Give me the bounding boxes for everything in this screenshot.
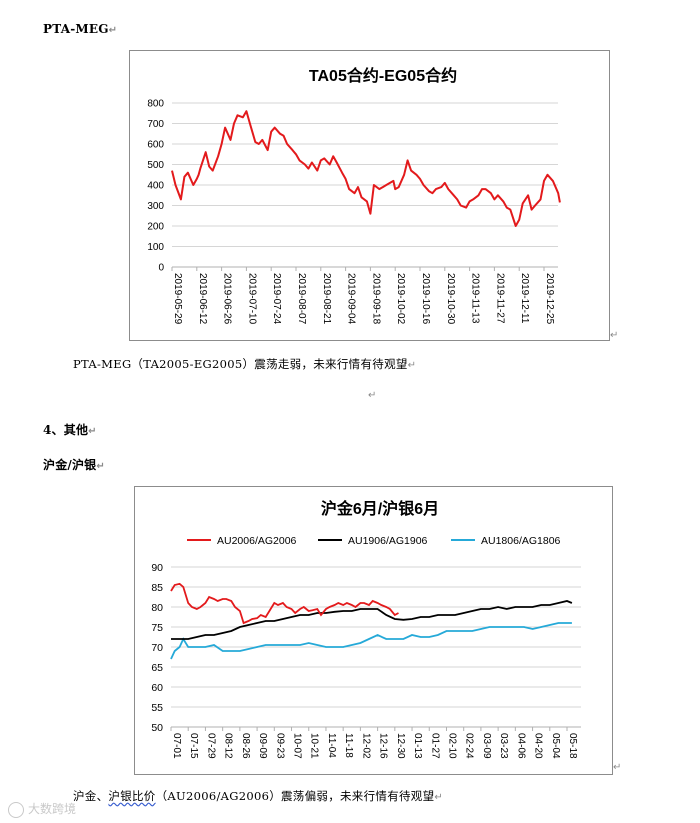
x-tick-label: 2019-10-02 bbox=[395, 273, 406, 325]
return-mark: ↵ bbox=[610, 330, 619, 341]
y-tick-label: 80 bbox=[151, 602, 163, 614]
return-mark: ↵ bbox=[108, 25, 118, 36]
x-tick-label: 12-30 bbox=[395, 733, 406, 759]
y-tick-label: 700 bbox=[147, 119, 164, 130]
x-tick-label: 2019-09-04 bbox=[346, 273, 357, 325]
y-tick-label: 200 bbox=[147, 222, 164, 233]
x-tick-label: 2019-12-11 bbox=[519, 273, 530, 324]
x-tick-label: 04-20 bbox=[533, 733, 544, 759]
sub-heading-text: 沪金/沪银 bbox=[43, 458, 97, 472]
x-tick-label: 09-09 bbox=[257, 733, 268, 759]
x-tick-label: 02-24 bbox=[464, 733, 475, 759]
return-mark: ↵ bbox=[368, 390, 377, 401]
y-tick-label: 55 bbox=[151, 702, 163, 714]
x-tick-label: 2019-05-29 bbox=[172, 273, 183, 325]
y-tick-label: 800 bbox=[147, 99, 164, 110]
y-tick-label: 0 bbox=[158, 263, 164, 274]
paragraph-pre: 沪金、 bbox=[73, 789, 109, 803]
x-tick-label: 2019-07-10 bbox=[246, 273, 257, 325]
spell-flagged-text: 沪银比价 bbox=[108, 789, 156, 803]
section-heading: 4、其他↵ bbox=[43, 421, 97, 438]
section-title-pta-meg: PTA-MEG↵ bbox=[43, 22, 117, 36]
x-tick-label: 07-01 bbox=[171, 733, 182, 759]
watermark-icon bbox=[8, 801, 24, 818]
chart-gold-silver-frame: 沪金6月/沪银6月 AU2006/AG2006 AU1906/AG1906 AU180… bbox=[134, 486, 613, 775]
series-line bbox=[170, 622, 572, 660]
y-tick-label: 500 bbox=[147, 160, 164, 171]
x-tick-label: 2019-07-24 bbox=[271, 273, 282, 325]
title-text: PTA-MEG bbox=[43, 22, 109, 36]
x-tick-label: 03-09 bbox=[481, 733, 492, 759]
legend-label: AU1906/AG1906 bbox=[348, 535, 428, 547]
x-tick-label: 2019-12-25 bbox=[544, 273, 555, 325]
chart-ta-eg-frame: TA05合约-EG05合约 0 100 200 300 400 500 600 700 800 20… bbox=[129, 50, 610, 341]
watermark-text: 大数跨境 bbox=[28, 802, 77, 816]
return-mark: ↵ bbox=[88, 426, 97, 437]
x-tick-label: 10-07 bbox=[292, 733, 303, 759]
y-tick-label: 60 bbox=[151, 682, 163, 694]
y-tick-label: 50 bbox=[151, 722, 163, 734]
x-tick-label: 08-12 bbox=[223, 733, 234, 759]
x-tick-label: 11-04 bbox=[326, 733, 337, 758]
x-tick-label: 2019-09-18 bbox=[370, 273, 381, 325]
paragraph-text: PTA-MEG（TA2005-EG2005）震荡走弱，未来行情有待观望 bbox=[73, 357, 408, 371]
section-heading-text: 4、其他 bbox=[43, 423, 89, 437]
x-tick-label: 07-15 bbox=[188, 733, 199, 759]
paragraph-post: （AU2006/AG2006）震荡偏弱，未来行情有待观望 bbox=[155, 789, 435, 803]
y-tick-label: 600 bbox=[147, 140, 164, 151]
x-tick-label: 04-06 bbox=[515, 733, 526, 759]
chart-ta-eg: TA05合约-EG05合约 0 100 200 300 400 500 600 700 800 20… bbox=[147, 66, 561, 325]
y-tick-label: 90 bbox=[151, 562, 163, 574]
return-mark: ↵ bbox=[613, 762, 622, 773]
x-tick-label: 2019-06-12 bbox=[197, 273, 208, 325]
y-tick-label: 85 bbox=[151, 582, 163, 594]
chart-title: 沪金6月/沪银6月 bbox=[321, 499, 439, 518]
x-tick-label: 10-21 bbox=[309, 733, 320, 759]
y-tick-label: 70 bbox=[151, 642, 163, 654]
x-tick-label: 2019-11-27 bbox=[494, 273, 505, 324]
return-mark: ↵ bbox=[96, 461, 105, 472]
legend-label: AU2006/AG2006 bbox=[217, 535, 297, 547]
x-tick-label: 01-13 bbox=[412, 733, 423, 759]
sub-heading: 沪金/沪银↵ bbox=[43, 456, 105, 473]
paragraph-gold-silver: 沪金、沪银比价（AU2006/AG2006）震荡偏弱，未来行情有待观望↵ bbox=[73, 788, 443, 804]
x-tick-label: 03-23 bbox=[498, 733, 509, 759]
return-mark: ↵ bbox=[407, 360, 417, 371]
chart-gold-silver: 沪金6月/沪银6月 AU2006/AG2006 AU1906/AG1906 AU180… bbox=[151, 499, 581, 759]
x-tick-label: 02-10 bbox=[446, 733, 457, 759]
series-line bbox=[171, 110, 561, 227]
x-tick-label: 12-16 bbox=[378, 733, 389, 759]
watermark: 大数跨境 bbox=[8, 800, 76, 818]
x-tick-label: 07-29 bbox=[205, 733, 216, 759]
x-tick-label: 09-23 bbox=[274, 733, 285, 759]
y-tick-label: 400 bbox=[147, 181, 164, 192]
y-tick-label: 75 bbox=[151, 622, 163, 634]
legend-label: AU1806/AG1806 bbox=[481, 535, 561, 547]
x-tick-label: 08-26 bbox=[240, 733, 251, 759]
x-tick-label: 12-02 bbox=[360, 733, 371, 759]
y-tick-label: 300 bbox=[147, 201, 164, 212]
series-line bbox=[170, 582, 399, 625]
y-tick-label: 65 bbox=[151, 662, 163, 674]
series-line bbox=[171, 600, 573, 640]
x-tick-label: 05-04 bbox=[550, 733, 561, 759]
paragraph-pta-meg: PTA-MEG（TA2005-EG2005）震荡走弱，未来行情有待观望↵ bbox=[73, 356, 416, 372]
x-tick-label: 05-18 bbox=[567, 733, 578, 759]
chart-title: TA05合约-EG05合约 bbox=[309, 66, 457, 85]
x-tick-label: 2019-10-16 bbox=[420, 273, 431, 325]
y-tick-label: 100 bbox=[147, 242, 164, 253]
x-tick-label: 2019-11-13 bbox=[470, 273, 481, 324]
corner-mark: ┘ bbox=[40, 0, 46, 5]
x-tick-label: 2019-08-07 bbox=[296, 273, 307, 325]
x-tick-label: 2019-06-26 bbox=[222, 273, 233, 325]
x-tick-label: 2019-10-30 bbox=[445, 273, 456, 325]
x-tick-label: 2019-08-21 bbox=[321, 273, 332, 325]
return-mark: ↵ bbox=[434, 792, 444, 803]
x-tick-label: 11-18 bbox=[343, 733, 354, 758]
x-tick-label: 01-27 bbox=[429, 733, 440, 759]
